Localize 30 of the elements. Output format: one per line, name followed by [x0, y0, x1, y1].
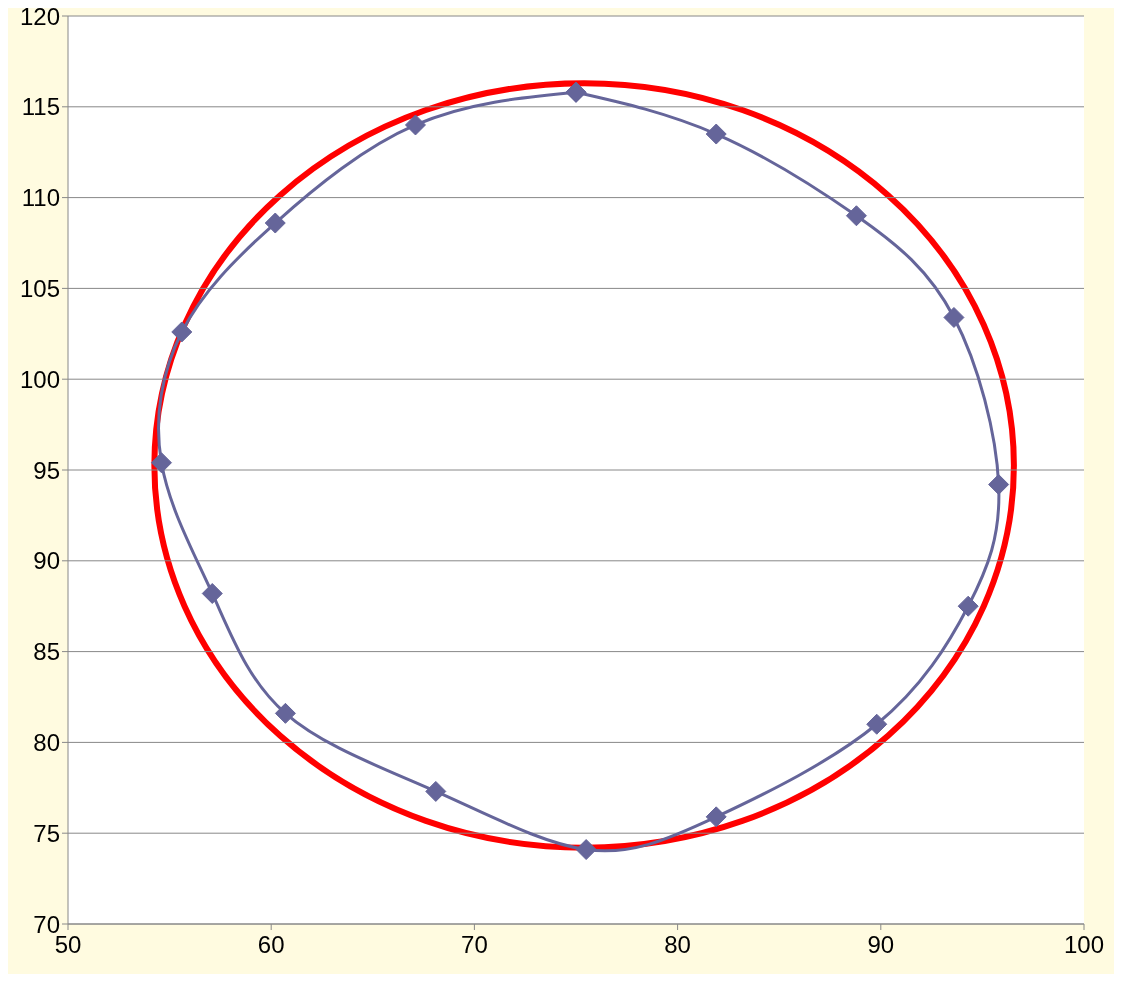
y-tick-label: 90 [33, 547, 60, 575]
x-tick-label: 80 [664, 931, 691, 959]
point [171, 321, 193, 343]
point [274, 702, 296, 724]
y-tick-label: 80 [33, 728, 60, 756]
y-tick-label: 75 [33, 819, 60, 847]
point [943, 306, 965, 328]
point [866, 713, 888, 735]
point [201, 582, 223, 604]
y-tick-label: 120 [19, 2, 60, 30]
point [845, 205, 867, 227]
y-tick-label: 115 [21, 93, 60, 121]
y-tick-label: 85 [33, 638, 60, 666]
y-tick-label: 95 [33, 456, 60, 484]
point [575, 839, 597, 861]
x-tick-label: 90 [867, 931, 895, 959]
point [425, 780, 447, 802]
point [264, 212, 286, 234]
point [404, 114, 426, 136]
point [705, 123, 727, 145]
y-tick-label: 105 [19, 274, 60, 302]
x-tick-label: 60 [257, 931, 285, 959]
point [988, 474, 1010, 496]
point [150, 452, 172, 474]
y-tick-label: 100 [19, 365, 60, 393]
point [957, 595, 979, 617]
x-tick-label: 70 [461, 931, 488, 959]
point [705, 806, 727, 828]
x-tick-label: 100 [1063, 931, 1105, 959]
y-tick-label: 110 [21, 184, 60, 212]
